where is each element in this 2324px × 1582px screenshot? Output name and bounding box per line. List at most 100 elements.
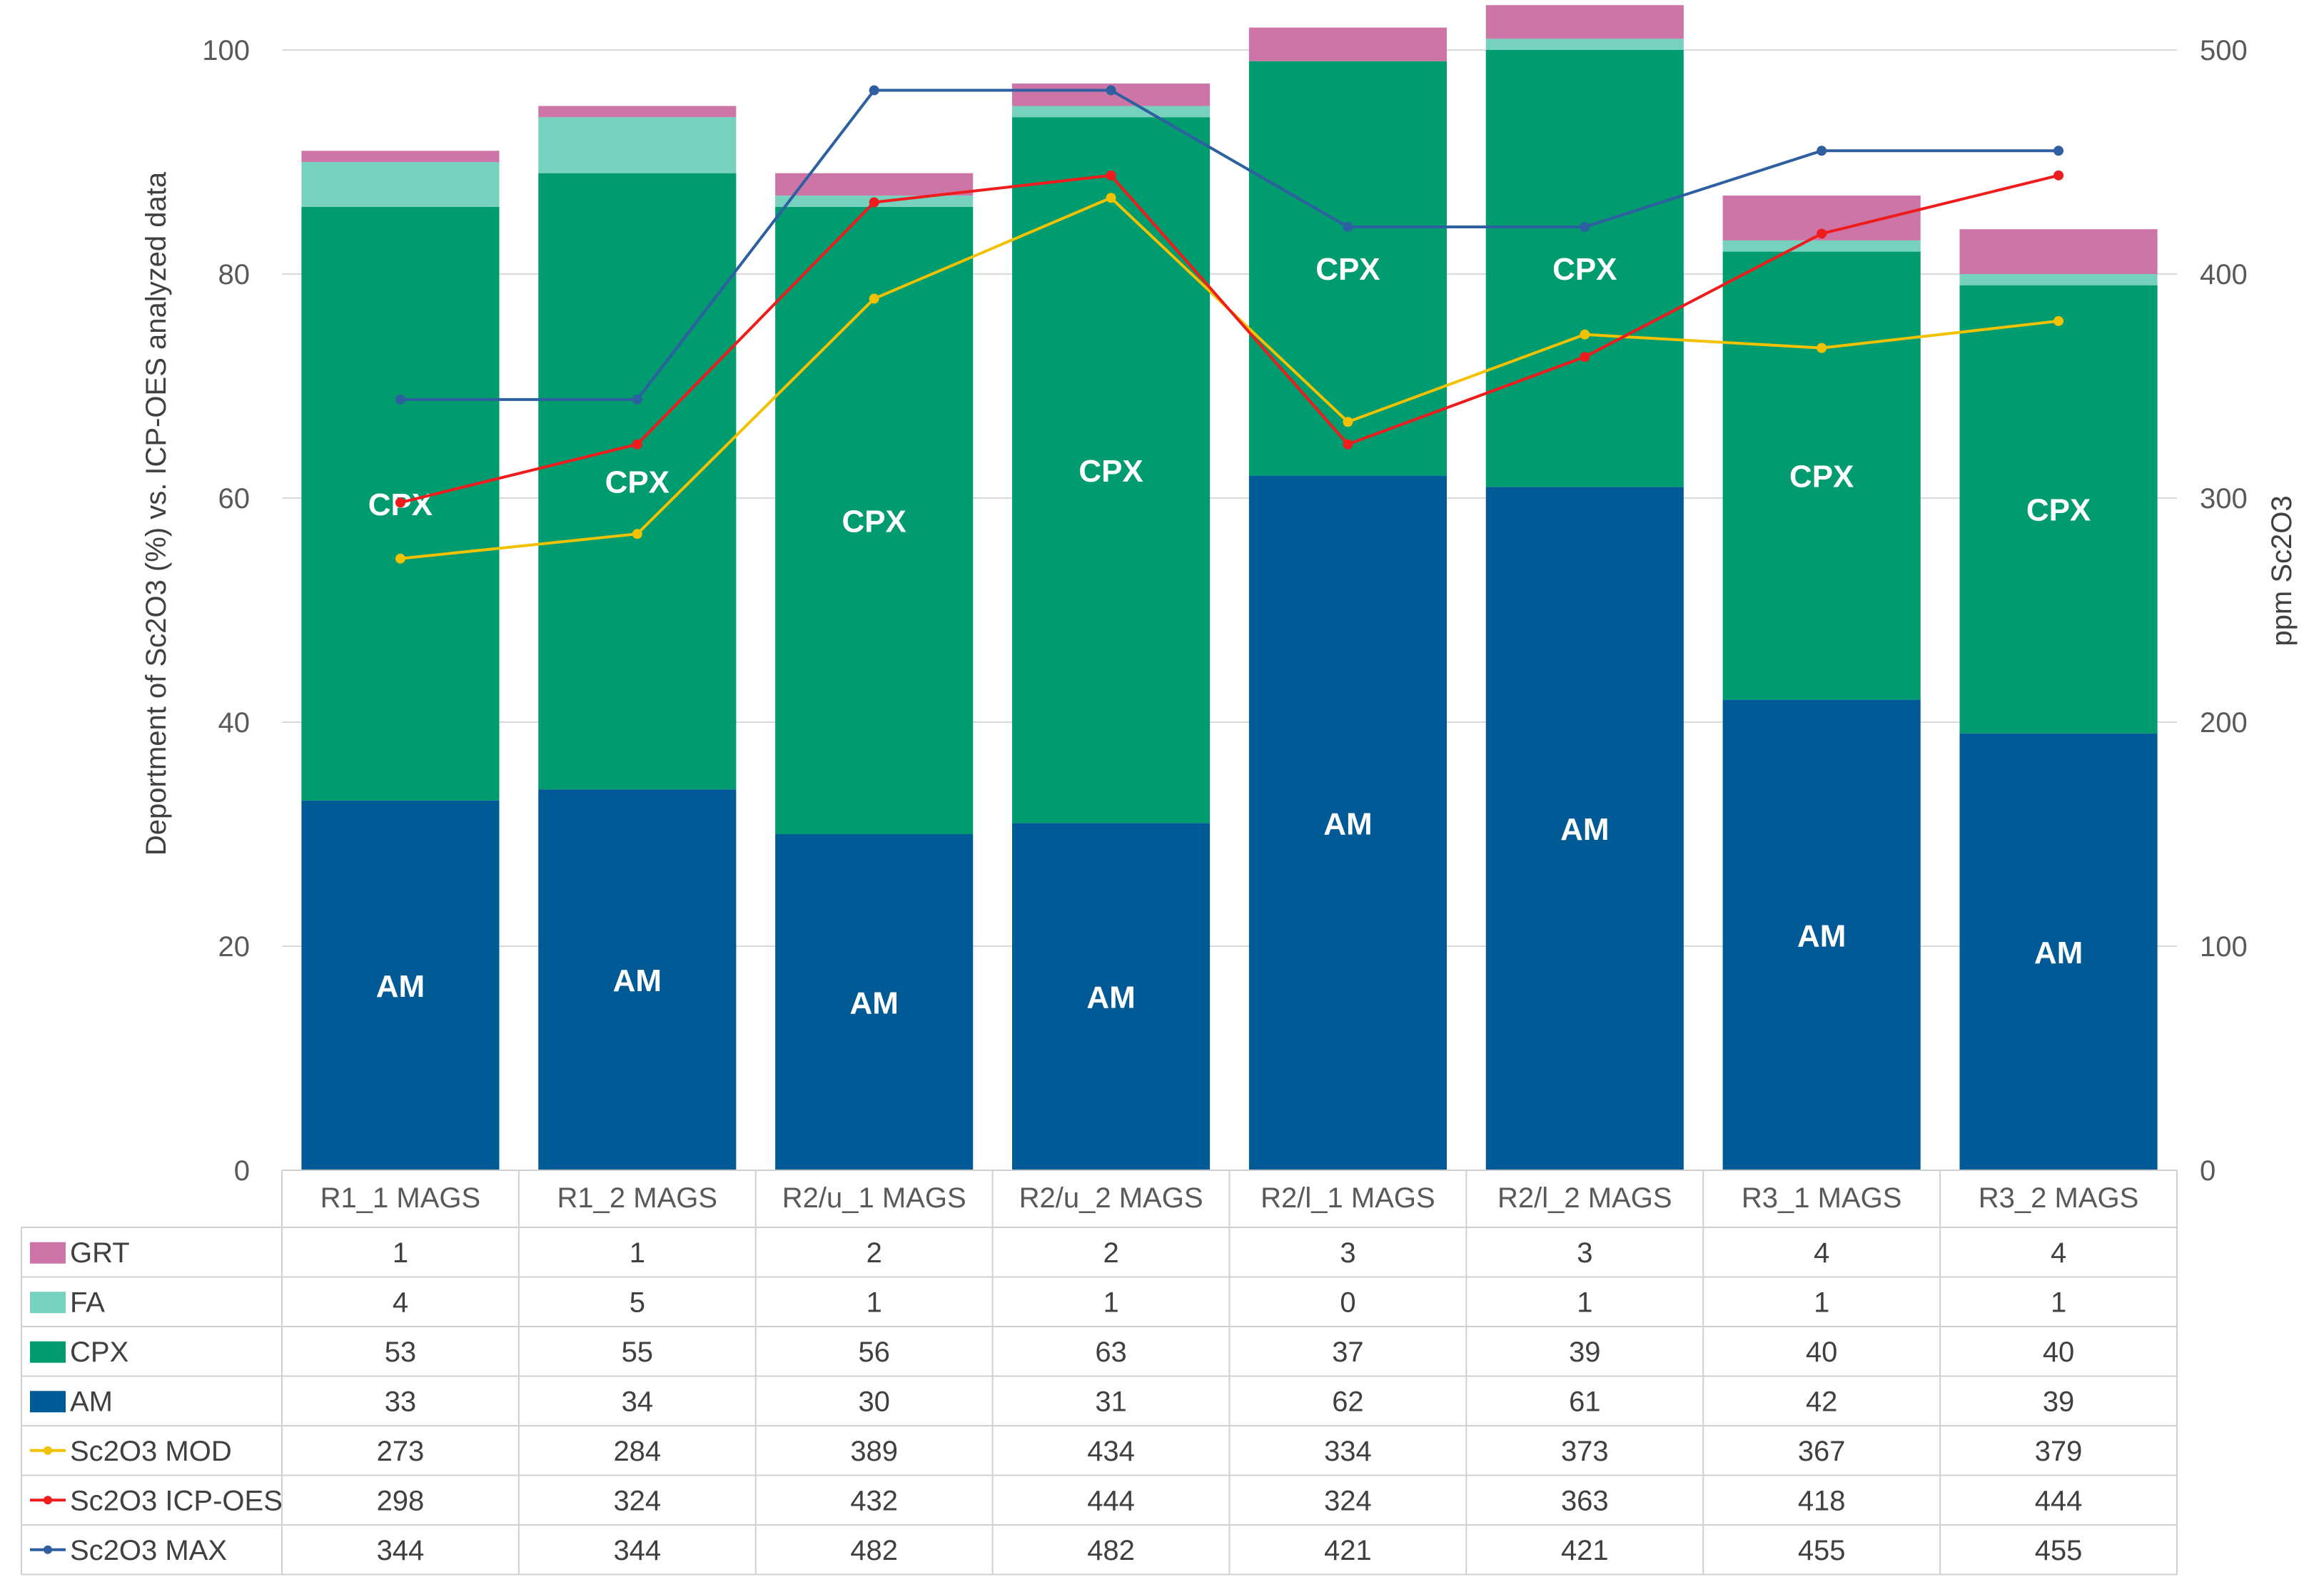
bar-grt-1 — [538, 106, 737, 118]
series-line-sc2o3-max — [400, 88, 2059, 401]
bar-label-am: AM — [1323, 806, 1372, 841]
table-cell: 1 — [1577, 1287, 1592, 1318]
bar-label-am: AM — [1797, 918, 1846, 953]
table-cell: 34 — [622, 1386, 654, 1417]
bar-layer: AMCPXAMCPXAMCPXAMCPXAMCPXAMCPXAMCPXAMCPX — [301, 5, 2158, 1170]
category-label: R1_2 MAGS — [557, 1182, 718, 1214]
bar-grt-4 — [1248, 27, 1447, 61]
legend-swatch-grt — [30, 1242, 66, 1264]
table-cell: 455 — [1798, 1535, 1846, 1566]
point-sc2o3-mod — [632, 529, 642, 539]
table-cell: 55 — [622, 1337, 654, 1368]
y-axis-title: Deportment of Sc2O3 (%) vs. ICP-OES anal… — [141, 171, 172, 856]
legend-label: Sc2O3 MAX — [70, 1535, 227, 1566]
bar-am-5 — [1485, 487, 1684, 1170]
category-label: R2/l_2 MAGS — [1497, 1182, 1672, 1214]
point-sc2o3-icp-oes — [2053, 170, 2064, 181]
legend-swatch-fa — [30, 1292, 66, 1314]
category-label: R3_2 MAGS — [1979, 1182, 2139, 1214]
point-sc2o3-icp-oes — [1580, 352, 1590, 362]
legend-label: AM — [70, 1386, 113, 1417]
point-sc2o3-mod — [1343, 417, 1353, 427]
legend-marker — [44, 1446, 52, 1455]
table-cell: 482 — [1087, 1535, 1135, 1566]
y-tick-label: 20 — [218, 931, 251, 963]
bar-am-7 — [1959, 733, 2158, 1170]
y2-tick-label: 0 — [2200, 1155, 2216, 1187]
category-label: R1_1 MAGS — [320, 1182, 481, 1214]
data-table: R1_1 MAGS R1_2 MAGS R2/u_1 MAGS R2/u_2 MAGS… — [21, 1170, 2178, 1576]
table-cell: 33 — [385, 1386, 417, 1417]
table-cell: 432 — [850, 1485, 898, 1516]
table-cell: 1 — [867, 1287, 882, 1318]
table-cell: 61 — [1569, 1386, 1601, 1417]
bar-label-am: AM — [2034, 935, 2083, 970]
point-sc2o3-icp-oes — [1343, 439, 1353, 450]
table-cell: 418 — [1798, 1485, 1846, 1516]
bar-grt-2 — [775, 173, 974, 196]
table-cell: 373 — [1561, 1436, 1609, 1467]
table-cell: 344 — [613, 1535, 661, 1566]
table-cell: 56 — [858, 1337, 890, 1368]
table-cell: 284 — [613, 1436, 661, 1467]
table-cell: 363 — [1561, 1485, 1609, 1516]
table-cell: 324 — [1324, 1485, 1372, 1516]
table-cell: 40 — [2043, 1337, 2075, 1368]
table-cell: 334 — [1324, 1436, 1372, 1467]
bar-am-6 — [1722, 699, 1921, 1170]
point-sc2o3-max — [1343, 222, 1353, 233]
bar-cpx-1 — [538, 173, 737, 790]
table-cell: 298 — [377, 1485, 425, 1516]
point-sc2o3-mod — [1106, 193, 1116, 203]
table-cell: 421 — [1561, 1535, 1609, 1566]
point-sc2o3-icp-oes — [1817, 228, 1827, 239]
bar-label-am: AM — [1560, 812, 1609, 847]
category-label: R3_1 MAGS — [1742, 1182, 1902, 1214]
bar-grt-7 — [1959, 229, 2158, 274]
table-cell: 39 — [2043, 1386, 2075, 1417]
point-sc2o3-max — [1580, 222, 1590, 233]
table-cell: 42 — [1806, 1386, 1838, 1417]
y2-tick-label: 300 — [2200, 483, 2248, 514]
bar-label-cpx: CPX — [1552, 252, 1617, 287]
bar-label-am: AM — [1086, 980, 1135, 1015]
table-cell: 37 — [1332, 1337, 1364, 1368]
bar-label-cpx: CPX — [605, 465, 670, 500]
category-label: R2/l_1 MAGS — [1260, 1182, 1435, 1214]
axis-layer: 0 20 40 60 80 100 0 100 200 300 400 500 — [202, 35, 2248, 1187]
bar-label-cpx: CPX — [1078, 454, 1143, 489]
point-sc2o3-mod — [1580, 329, 1590, 340]
bar-am-2 — [775, 834, 974, 1170]
bar-label-cpx: CPX — [842, 504, 906, 539]
point-sc2o3-icp-oes — [632, 439, 642, 450]
legend-label: Sc2O3 ICP-OES — [70, 1485, 283, 1516]
bar-am-3 — [1012, 823, 1211, 1170]
bar-grt-0 — [301, 151, 500, 162]
table-cell: 1 — [393, 1237, 408, 1269]
bar-label-am: AM — [376, 969, 425, 1004]
table-cell: 3 — [1577, 1237, 1592, 1269]
table-cell: 1 — [630, 1237, 645, 1269]
bar-cpx-3 — [1012, 117, 1211, 823]
point-sc2o3-max — [395, 394, 405, 405]
table-cell: 389 — [850, 1436, 898, 1467]
table-cell: 4 — [2051, 1237, 2066, 1269]
point-sc2o3-max — [632, 394, 642, 405]
bar-fa-5 — [1485, 39, 1684, 50]
point-sc2o3-icp-oes — [869, 197, 879, 208]
bar-cpx-5 — [1485, 50, 1684, 487]
table-cell: 4 — [393, 1287, 408, 1318]
bar-cpx-7 — [1959, 285, 2158, 734]
legend-label: Sc2O3 MOD — [70, 1436, 232, 1467]
point-sc2o3-max — [1106, 85, 1116, 96]
y-tick-label: 100 — [202, 35, 250, 66]
table-cell: 1 — [2051, 1287, 2066, 1318]
y-tick-label: 0 — [234, 1155, 250, 1187]
table-cell: 421 — [1324, 1535, 1372, 1566]
table-cell: 2 — [1103, 1237, 1118, 1269]
point-sc2o3-mod — [2053, 315, 2064, 326]
table-cell: 482 — [850, 1535, 898, 1566]
y2-tick-label: 100 — [2200, 931, 2248, 963]
legend-swatch-cpx — [30, 1341, 66, 1363]
bar-label-cpx: CPX — [2026, 493, 2091, 528]
